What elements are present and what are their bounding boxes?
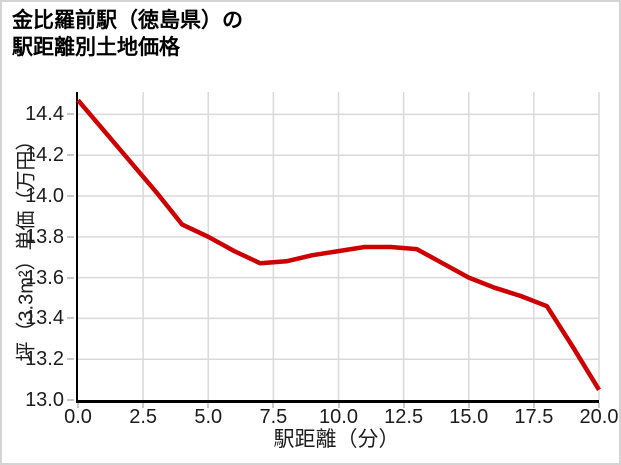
- x-tick-label: 0.0: [64, 406, 92, 428]
- y-tick-mark: [67, 154, 74, 157]
- x-tick-label: 17.5: [514, 406, 554, 428]
- x-tick-mark: [402, 403, 405, 408]
- x-axis-label: 駅距離（分）: [273, 428, 400, 451]
- y-tick-label: 13.2: [25, 348, 64, 371]
- y-tick-label: 13.8: [25, 225, 64, 248]
- y-tick-mark: [67, 317, 74, 320]
- chart-title-line1: 金比羅前駅（徳島県）の: [12, 9, 243, 32]
- y-tick-mark: [67, 276, 74, 279]
- x-tick-label: 12.5: [384, 406, 424, 428]
- x-tick-mark: [598, 403, 600, 408]
- chart-title-line2: 駅距離別土地価格: [12, 36, 180, 59]
- x-tick-mark: [207, 403, 210, 408]
- y-tick-mark: [67, 399, 74, 401]
- y-tick-label: 13.0: [25, 389, 64, 411]
- x-tick-label: 2.5: [129, 406, 158, 428]
- y-tick-label: 13.6: [25, 266, 64, 289]
- line-chart-canvas: [76, 92, 601, 400]
- y-tick-mark: [67, 195, 74, 198]
- x-tick-label: 15.0: [449, 406, 489, 428]
- y-tick-mark: [67, 358, 74, 361]
- y-tick-label: 14.4: [25, 103, 64, 126]
- x-tick-mark: [77, 403, 79, 408]
- x-tick-label: 7.5: [259, 406, 288, 428]
- x-tick-label: 20.0: [579, 406, 619, 428]
- y-tick-label: 14.2: [25, 144, 64, 167]
- plot-area: 13.0 13.2 13.4 13.6 13.8 14.0 14.2 14.4 0.0 2.5 5.…: [25, 92, 618, 427]
- chart-title: 金比羅前駅（徳島県）の 駅距離別土地価格: [12, 7, 243, 61]
- price-line-series: [76, 98, 601, 391]
- x-tick-mark: [272, 403, 275, 408]
- y-tick-mark: [67, 235, 74, 238]
- x-tick-mark: [467, 403, 470, 408]
- y-tick-label: 14.0: [25, 185, 64, 208]
- x-tick-mark: [142, 403, 145, 408]
- x-tick-label: 5.0: [194, 406, 223, 428]
- y-tick-mark: [67, 113, 74, 116]
- x-tick-label: 10.0: [319, 406, 358, 428]
- y-tick-label: 13.4: [25, 307, 64, 330]
- y-axis-label: 坪（3.3m²）単価（万円）: [15, 130, 38, 362]
- x-tick-mark: [337, 403, 340, 408]
- x-tick-mark: [532, 403, 535, 408]
